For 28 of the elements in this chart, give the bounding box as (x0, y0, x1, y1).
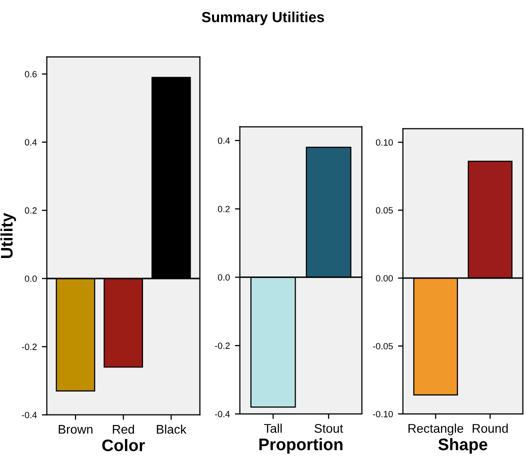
y-tick-label: 0.00 (376, 275, 393, 282)
text: Summary Utilities (202, 12, 324, 26)
y-tick-label: -0.2 (214, 342, 230, 349)
y-tick-label: 0.05 (376, 207, 393, 214)
x-tick-label: Red (112, 424, 134, 434)
x-tick-label: Tall (264, 424, 282, 433)
y-tick-label: -0.10 (373, 410, 393, 418)
y-tick-label: 0.10 (376, 139, 393, 146)
y-tick-label: -0.4 (22, 412, 37, 418)
y-tick-label: 0.6 (24, 70, 37, 78)
x-tick-label: Rectangle (408, 424, 464, 436)
y-tick-label: -0.2 (22, 344, 37, 350)
y-tick-label: 0.2 (218, 206, 230, 212)
x-tick-label: Black (156, 424, 186, 434)
x-tick-label: Brown (58, 425, 92, 434)
x-tick-label: Round (472, 424, 508, 433)
x-tick-label: Stout (314, 424, 344, 433)
x-axis-title: Proportion (259, 438, 342, 454)
y-axis-title: Utility (0, 212, 16, 258)
y-tick-label: 0.4 (24, 139, 37, 146)
y-tick-label: -0.4 (214, 410, 230, 418)
y-tick-label: 0.4 (218, 138, 230, 144)
y-tick-label: -0.05 (373, 342, 393, 350)
y-tick-label: 0.2 (24, 207, 37, 214)
y-tick-label: 0.0 (24, 275, 37, 282)
y-tick-label: 0.0 (218, 274, 230, 281)
x-axis-title: Shape (438, 438, 488, 454)
x-axis-title: Color (102, 439, 145, 452)
